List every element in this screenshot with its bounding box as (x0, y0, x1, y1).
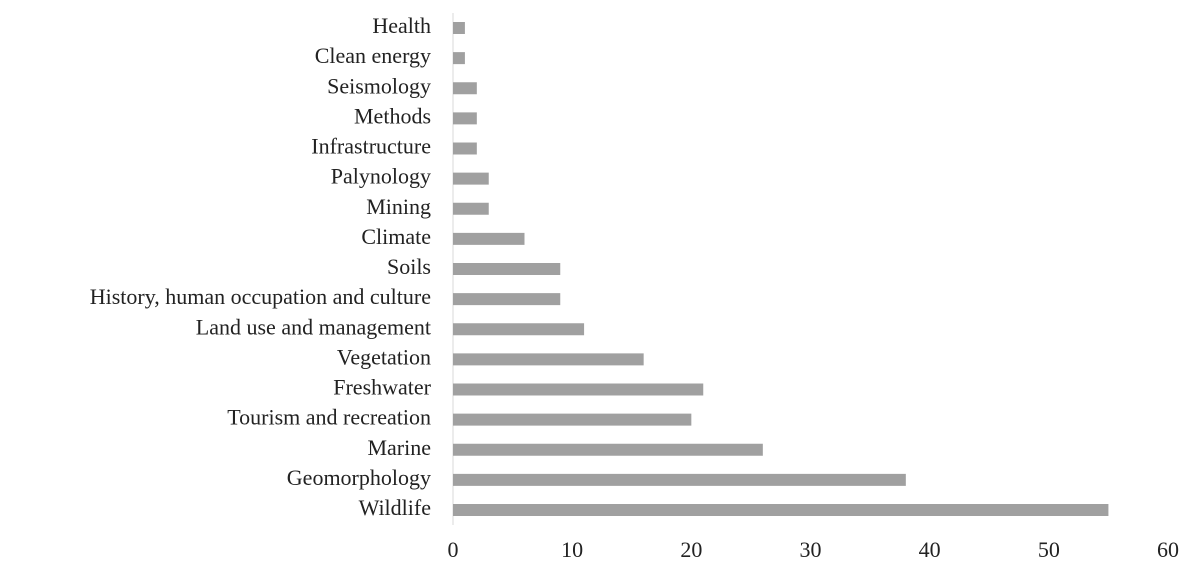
bar (453, 353, 644, 366)
y-tick-label: Wildlife (359, 495, 431, 520)
y-tick-label: Seismology (327, 73, 431, 98)
bar (453, 383, 704, 396)
bar (453, 52, 465, 65)
bar (453, 413, 692, 426)
bar (453, 443, 763, 456)
x-tick-label: 30 (800, 537, 822, 562)
x-tick-label: 40 (919, 537, 941, 562)
x-tick-label: 50 (1038, 537, 1060, 562)
bar (453, 293, 561, 306)
y-tick-label: History, human occupation and culture (90, 284, 431, 309)
bar (453, 82, 477, 95)
y-tick-label: Clean energy (315, 43, 431, 68)
x-tick-label: 10 (561, 537, 583, 562)
bar (453, 22, 465, 34)
bar (453, 232, 525, 245)
y-tick-label: Soils (387, 254, 431, 279)
y-tick-label: Infrastructure (311, 134, 431, 159)
bar (453, 112, 477, 125)
y-tick-label: Methods (354, 103, 431, 128)
y-tick-label: Mining (366, 194, 431, 219)
bar (453, 202, 489, 215)
y-tick-label: Palynology (331, 164, 431, 189)
y-tick-label: Health (372, 13, 431, 38)
y-tick-label: Marine (367, 435, 431, 460)
bar (453, 142, 477, 155)
x-tick-label: 60 (1157, 537, 1179, 562)
y-tick-label: Tourism and recreation (227, 405, 431, 430)
y-tick-label: Vegetation (337, 344, 431, 369)
y-tick-label: Geomorphology (287, 465, 431, 490)
y-tick-label: Freshwater (333, 375, 431, 400)
bar (453, 263, 561, 275)
bar (453, 473, 906, 486)
bar (453, 504, 1109, 516)
y-tick-label: Land use and management (196, 314, 431, 339)
y-tick-label: Climate (361, 224, 431, 249)
x-tick-label: 20 (680, 537, 702, 562)
x-tick-label: 0 (448, 537, 459, 562)
bar (453, 323, 585, 336)
bar (453, 172, 489, 185)
